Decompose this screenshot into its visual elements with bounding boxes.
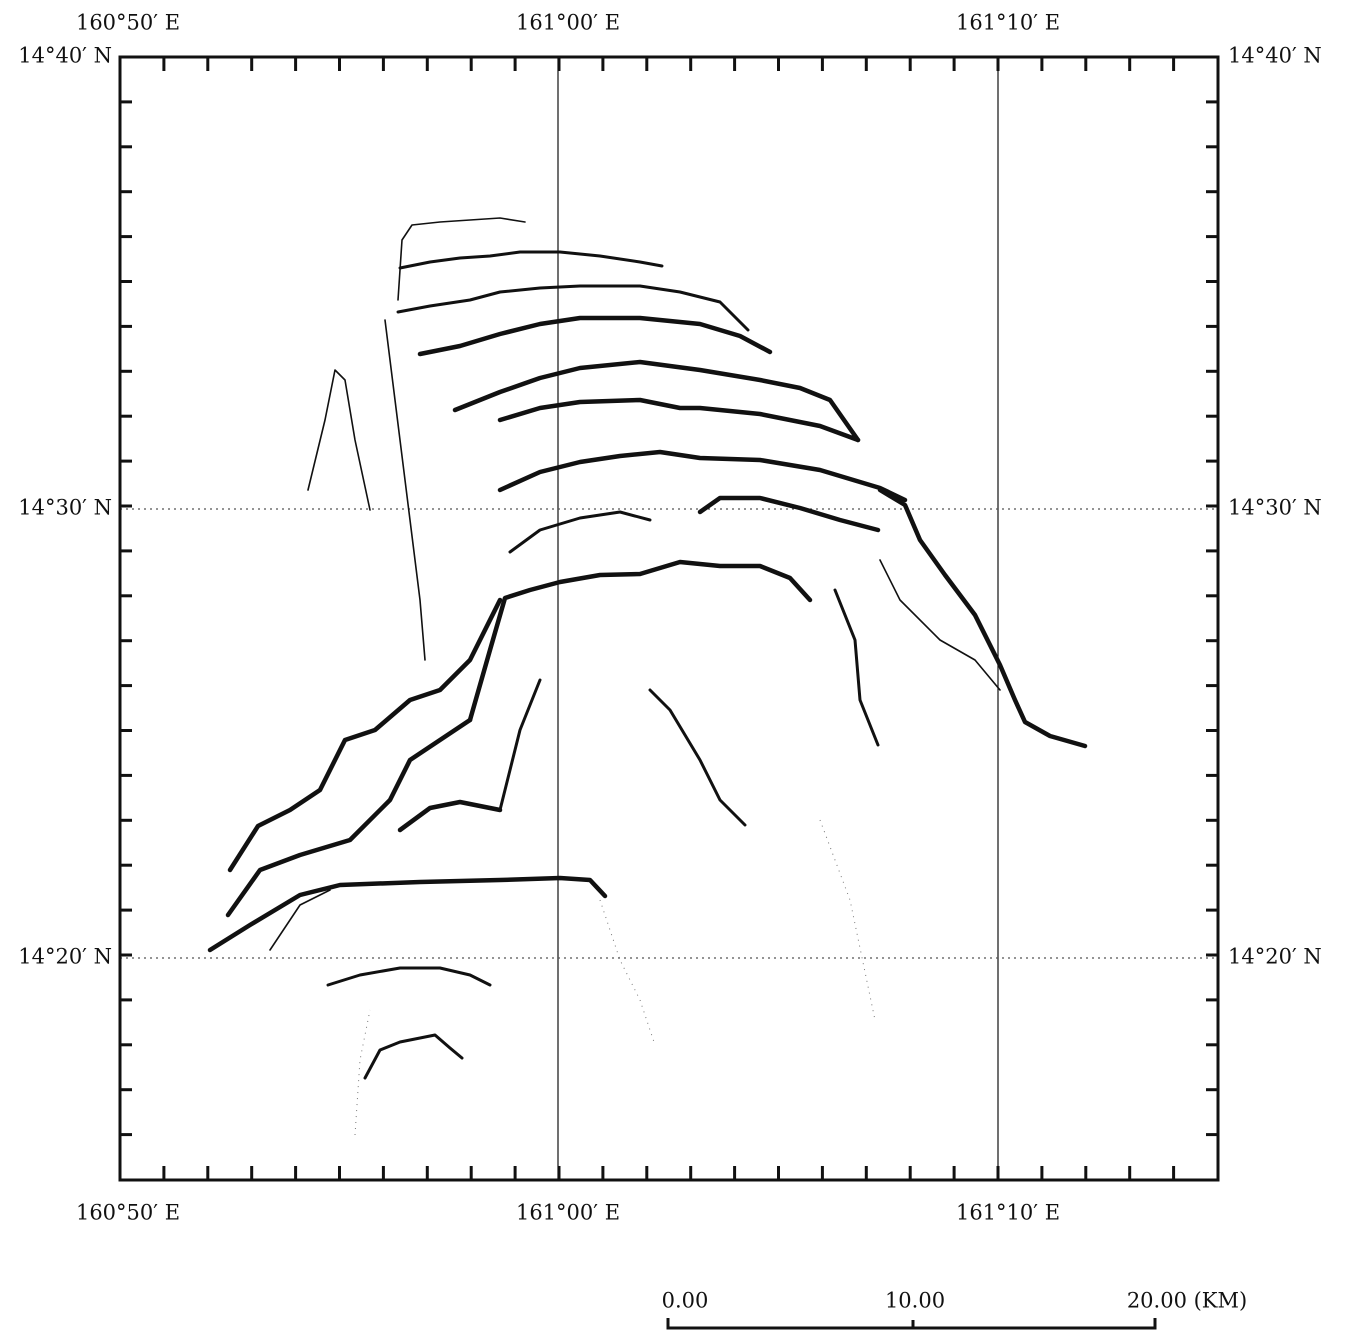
right-label: 14°20′ N <box>1228 945 1322 969</box>
profile <box>819 819 876 1021</box>
profile <box>697 495 881 533</box>
profile <box>833 588 880 747</box>
scale-label: 20.00 (KM) <box>1127 1289 1247 1313</box>
top-label: 161°10′ E <box>956 11 1060 35</box>
profile <box>363 1033 464 1080</box>
scale-bar: 0.00 10.00 20.00 (KM) <box>662 1289 1247 1330</box>
top-label: 160°50′ E <box>76 11 180 35</box>
profile <box>398 250 664 270</box>
scale-label: 10.00 <box>885 1289 945 1313</box>
bottom-label: 161°00′ E <box>516 1201 620 1225</box>
survey-profiles <box>207 217 1088 1136</box>
profile <box>879 559 1001 691</box>
profile <box>417 315 773 357</box>
profile <box>396 284 750 332</box>
scale-label: 0.00 <box>662 1289 709 1313</box>
scale-line <box>666 1318 1157 1330</box>
profile <box>599 899 656 1046</box>
profile <box>307 369 371 511</box>
ticks <box>120 57 1218 1180</box>
profile <box>877 487 1088 749</box>
grid <box>120 57 1218 1180</box>
left-label: 14°30′ N <box>18 496 112 520</box>
profile <box>497 397 861 443</box>
left-label: 14°20′ N <box>18 945 112 969</box>
profile <box>452 359 861 443</box>
profile <box>397 217 526 301</box>
profile <box>467 559 813 723</box>
profile <box>648 688 747 827</box>
profile <box>225 717 473 918</box>
profile <box>497 449 908 503</box>
map-frame <box>118 55 1220 1182</box>
profile <box>207 875 608 953</box>
profile <box>227 597 503 873</box>
profile <box>397 799 503 833</box>
bottom-label: 161°10′ E <box>956 1201 1060 1225</box>
bottom-label: 160°50′ E <box>76 1201 180 1225</box>
profile <box>498 678 542 812</box>
profile <box>384 319 426 661</box>
right-label: 14°30′ N <box>1228 496 1322 520</box>
left-label: 14°40′ N <box>18 44 112 68</box>
profile <box>269 889 331 951</box>
profile <box>326 966 492 987</box>
right-label: 14°40′ N <box>1228 44 1322 68</box>
top-label: 161°00′ E <box>516 11 620 35</box>
profile <box>508 510 652 554</box>
